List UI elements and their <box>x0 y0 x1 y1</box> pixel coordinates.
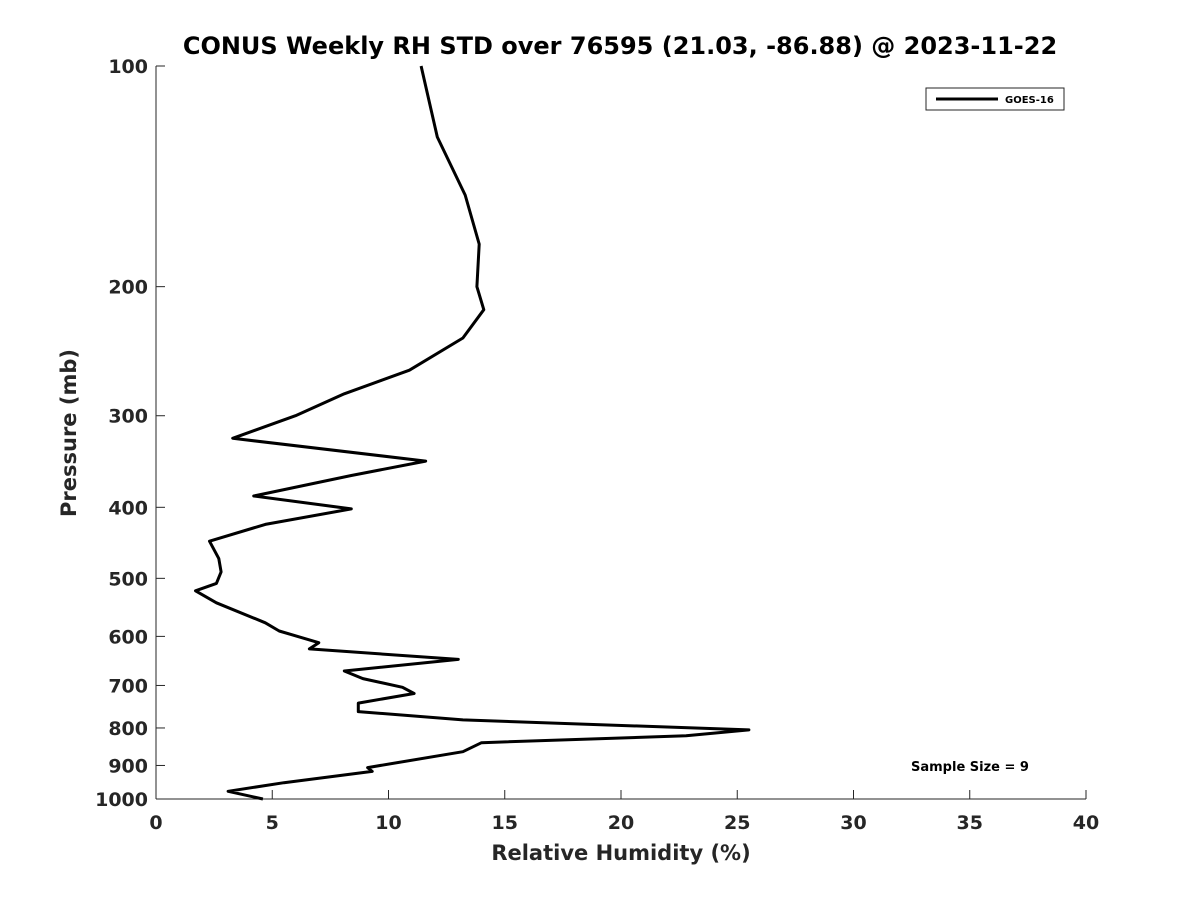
legend-entry-label: GOES-16 <box>1005 95 1054 106</box>
y-tick-label: 100 <box>108 56 148 78</box>
y-axis-ticks: 100 200 300 400 500 600 700 800 900 1000 <box>95 56 165 811</box>
x-tick-label: 5 <box>266 812 279 834</box>
x-tick-label: 15 <box>492 812 518 834</box>
y-tick-label: 800 <box>108 718 148 740</box>
x-tick-label: 30 <box>840 812 866 834</box>
chart-title: CONUS Weekly RH STD over 76595 (21.03, -… <box>183 32 1057 60</box>
y-tick-label: 500 <box>108 568 148 590</box>
y-tick-label: 200 <box>108 277 148 299</box>
y-tick-label: 1000 <box>95 789 148 811</box>
y-tick-label: 400 <box>108 497 148 519</box>
x-tick-label: 0 <box>149 812 162 834</box>
x-tick-label: 40 <box>1073 812 1099 834</box>
y-tick-label: 900 <box>108 755 148 777</box>
x-axis-label: Relative Humidity (%) <box>491 841 750 865</box>
x-tick-label: 10 <box>375 812 401 834</box>
sample-size-annotation: Sample Size = 9 <box>911 760 1029 775</box>
legend: GOES-16 <box>925 87 1065 111</box>
y-tick-label: 300 <box>108 406 148 428</box>
series-line-goes-16 <box>194 65 751 801</box>
x-tick-label: 25 <box>724 812 750 834</box>
x-tick-label: 20 <box>608 812 634 834</box>
y-axis-label: Pressure (mb) <box>57 349 81 517</box>
plot-area <box>156 66 1086 799</box>
y-tick-label: 600 <box>108 626 148 648</box>
x-tick-label: 35 <box>957 812 983 834</box>
y-tick-label: 700 <box>108 675 148 697</box>
x-axis-ticks: 0 5 10 15 20 25 30 35 40 <box>149 790 1099 834</box>
